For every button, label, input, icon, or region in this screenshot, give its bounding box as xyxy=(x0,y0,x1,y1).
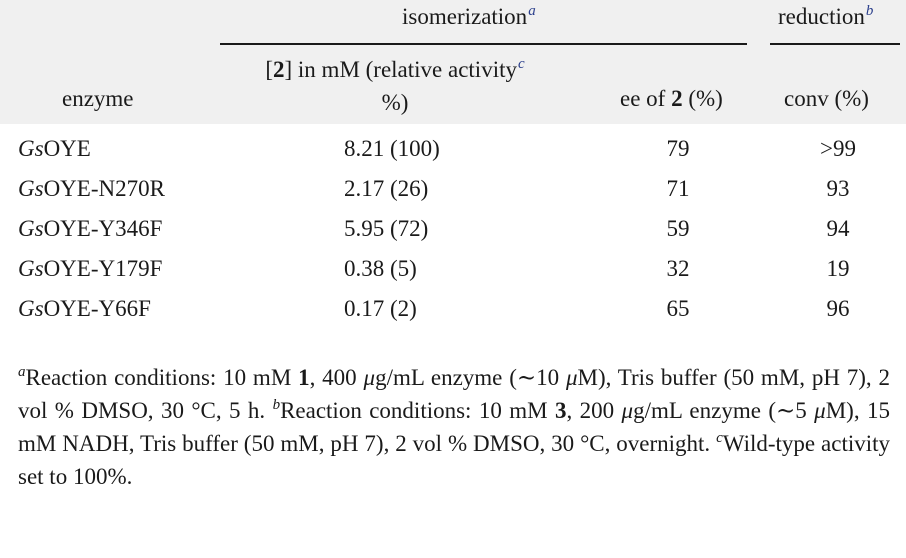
column-header-concentration: [2] in mM (relative activityc %) xyxy=(245,55,545,118)
reduction-group-header: reductionb xyxy=(778,3,874,30)
ee-cell: 59 xyxy=(666,216,690,241)
column-header-enzyme: enzyme xyxy=(62,86,134,111)
enzyme-cell: GsOYE-Y66F xyxy=(18,296,151,321)
ee-cell: 65 xyxy=(666,296,690,321)
isomerization-group-header: isomerizationa xyxy=(402,3,536,30)
footnote-mark-a: a xyxy=(528,3,536,19)
isomerization-label: isomerization xyxy=(402,4,528,29)
footnote-a-mark: a xyxy=(18,364,26,380)
concentration-cell: 8.21 (100) xyxy=(344,136,440,161)
concentration-cell: 2.17 (26) xyxy=(344,176,429,201)
enzyme-cell: GsOYE-Y179F xyxy=(18,256,163,281)
table-header-background xyxy=(0,0,906,124)
enzyme-cell: GsOYE xyxy=(18,136,91,161)
enzyme-cell: GsOYE-N270R xyxy=(18,176,165,201)
footnote-c-mark: c xyxy=(716,430,723,446)
concentration-cell: 0.38 (5) xyxy=(344,256,417,281)
ee-cell: 32 xyxy=(666,256,690,281)
column-header-conv: conv (%) xyxy=(784,86,869,111)
concentration-cell: 5.95 (72) xyxy=(344,216,429,241)
footnote-mark-c: c xyxy=(517,56,525,72)
reduction-rule xyxy=(770,43,900,45)
ee-cell: 71 xyxy=(666,176,690,201)
footnote-b-mark: b xyxy=(272,397,281,413)
isomerization-rule xyxy=(220,43,747,45)
concentration-cell: 0.17 (2) xyxy=(344,296,417,321)
concentration-header-line1: [2] in mM (relative activityc xyxy=(265,56,525,82)
conv-cell: 96 xyxy=(826,296,850,321)
reduction-label: reduction xyxy=(778,4,865,29)
conv-cell: 19 xyxy=(826,256,850,281)
table-footnotes: aReaction conditions: 10 mM 1, 400 μg/mL… xyxy=(18,364,891,489)
concentration-header-line2: %) xyxy=(381,90,409,115)
footnote-mark-b: b xyxy=(865,3,874,19)
enzyme-cell: GsOYE-Y346F xyxy=(18,216,163,241)
conv-cell: >99 xyxy=(820,136,856,161)
conv-cell: 94 xyxy=(826,216,850,241)
ee-cell: 79 xyxy=(666,136,690,161)
conv-cell: 93 xyxy=(826,176,850,201)
column-header-ee: ee of 2 (%) xyxy=(620,86,723,111)
